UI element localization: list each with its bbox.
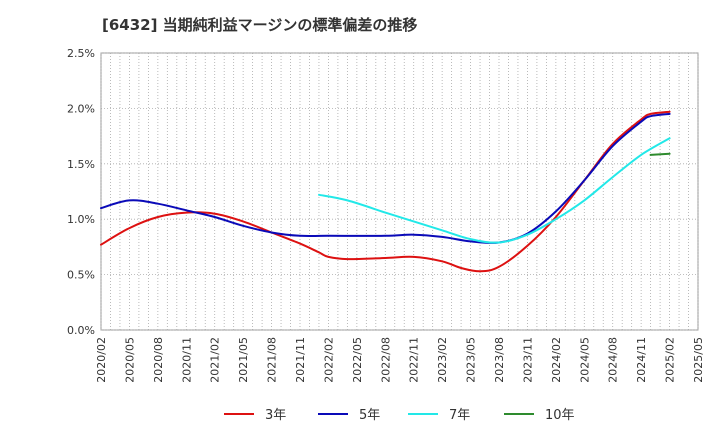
- grid-layer: [100, 52, 699, 331]
- y-tick-label: 1.5%: [67, 158, 95, 171]
- y-tick-label: 2.5%: [67, 47, 95, 60]
- x-tick-label: 2021/05: [237, 337, 250, 383]
- x-tick-label: 2023/02: [436, 337, 449, 383]
- x-tick-label: 2020/02: [95, 337, 108, 383]
- x-tick-label: 2021/11: [294, 337, 307, 383]
- series-layer: [100, 110, 671, 273]
- x-tick-label: 2022/02: [322, 337, 335, 383]
- series-line-4: [649, 152, 671, 156]
- y-tick-label: 1.0%: [67, 213, 95, 226]
- x-tick-label: 2020/11: [180, 337, 193, 383]
- x-tick-label: 2021/02: [209, 337, 222, 383]
- legend-label: 10年: [545, 408, 575, 423]
- x-tick-label: 2024/02: [550, 337, 563, 383]
- x-tick-label: 2023/05: [465, 337, 478, 383]
- legend-label: 3年: [265, 408, 286, 423]
- x-tick-label: 2022/08: [379, 337, 392, 383]
- x-tick-label: 2022/11: [408, 337, 421, 383]
- plot-area: [100, 52, 699, 331]
- x-tick-label: 2024/08: [607, 337, 620, 383]
- series-line-3: [318, 137, 671, 244]
- series-line-2: [100, 112, 671, 245]
- x-tick-label: 2023/08: [493, 337, 506, 383]
- x-tick-label: 2024/05: [578, 337, 591, 383]
- x-tick-label: 2024/11: [635, 337, 648, 383]
- x-tick-label: 2020/08: [152, 337, 165, 383]
- axis-layer: 0.0% 0.5% 1.0% 1.5% 2.0% 2.5% 2020/02 2020/05 20…: [67, 47, 705, 383]
- x-tick-label: 2025/02: [664, 337, 677, 383]
- chart-title: [6432] 当期純利益マージンの標準偏差の推移: [102, 16, 418, 34]
- x-tick-label: 2020/05: [123, 337, 136, 383]
- x-tick-label: 2025/05: [692, 337, 705, 383]
- legend-label: 5年: [359, 408, 380, 423]
- x-tick-label: 2023/11: [521, 337, 534, 383]
- x-tick-label: 2022/05: [351, 337, 364, 383]
- x-tick-label: 2021/08: [266, 337, 279, 383]
- legend-label: 7年: [449, 408, 470, 423]
- legend: 3年 5年 7年 10年: [224, 408, 575, 423]
- y-tick-label: 0.0%: [67, 324, 95, 337]
- y-tick-label: 2.0%: [67, 102, 95, 115]
- y-tick-label: 0.5%: [67, 269, 95, 282]
